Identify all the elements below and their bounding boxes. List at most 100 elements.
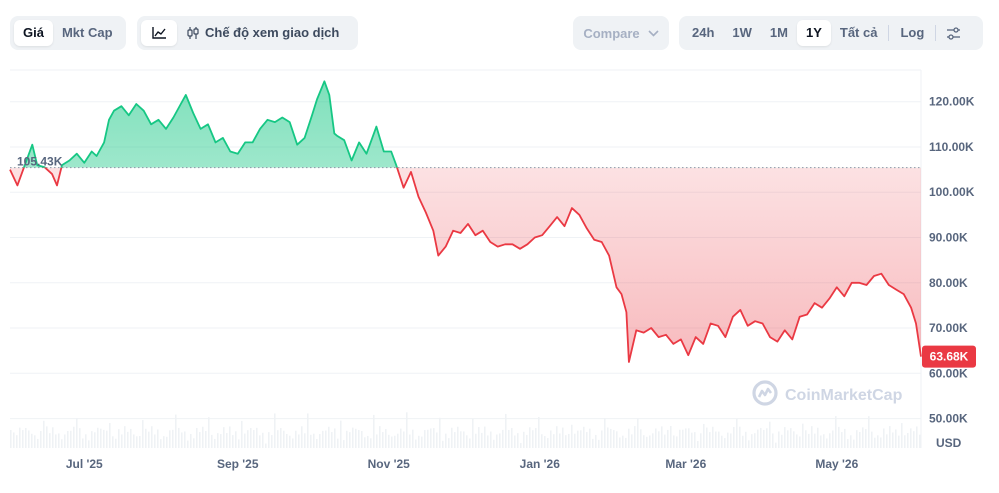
volume-bar — [232, 435, 234, 448]
volume-bar — [487, 435, 489, 448]
range-1m[interactable]: 1M — [769, 25, 788, 40]
volume-bar — [76, 418, 78, 448]
volume-bar — [916, 426, 918, 448]
volume-bar — [376, 434, 378, 448]
volume-bar — [457, 426, 459, 448]
volume-bar — [706, 427, 708, 448]
volume-bar — [154, 434, 156, 448]
volume-bar — [661, 426, 663, 448]
volume-bar — [565, 435, 567, 448]
volume-bar — [850, 435, 852, 448]
area-above-baseline — [10, 81, 921, 168]
volume-bar — [682, 429, 684, 448]
volume-bar — [463, 431, 465, 448]
y-axis: 50.00K 60.00K 70.00K 80.00K 90.00K 100.00K 110… — [929, 95, 975, 426]
volume-bar — [274, 413, 276, 448]
volume-bar — [394, 435, 396, 448]
volume-bar — [886, 434, 888, 448]
volume-bar — [55, 434, 57, 448]
volume-bar — [223, 427, 225, 448]
line-chart-icon — [152, 27, 166, 39]
volume-bar — [598, 439, 600, 448]
volume-bar — [490, 431, 492, 448]
volume-bar — [157, 429, 159, 448]
volume-bar — [121, 434, 123, 448]
volume-bar — [619, 437, 621, 448]
volume-bar — [586, 432, 588, 448]
range-all[interactable]: Tất cả — [839, 25, 878, 40]
volume-bar — [484, 426, 486, 448]
volume-bar — [808, 433, 810, 448]
volume-bar — [475, 433, 477, 448]
volume-bar — [265, 443, 267, 448]
area-below-baseline — [10, 167, 921, 362]
volume-bar — [70, 430, 72, 448]
volume-bar — [880, 437, 882, 448]
volume-bar — [493, 439, 495, 448]
volume-bar — [271, 435, 273, 448]
volume-bar — [49, 433, 51, 448]
volume-bar — [382, 432, 384, 448]
volume-bar — [445, 433, 447, 448]
volume-bar — [604, 418, 606, 448]
volume-bar — [340, 420, 342, 448]
volume-bar — [466, 435, 468, 448]
x-tick-label: Jan '26 — [520, 457, 561, 471]
volume-bar — [637, 418, 639, 448]
log-scale-button[interactable]: Log — [900, 25, 925, 40]
line-view-button[interactable] — [141, 20, 177, 46]
range-1y[interactable]: 1Y — [796, 20, 831, 46]
volume-bar — [865, 429, 867, 448]
volume-bar — [289, 435, 291, 448]
volume-bar — [649, 435, 651, 448]
chart-settings-button[interactable] — [938, 20, 969, 46]
volume-bar — [100, 428, 102, 448]
volume-bar — [874, 437, 876, 448]
volume-bar — [700, 433, 702, 448]
volume-bar — [835, 416, 837, 448]
y-tick-label: 50.00K — [929, 412, 968, 426]
volume-bar — [652, 433, 654, 448]
volume-bar — [109, 423, 111, 448]
volume-bar — [454, 432, 456, 448]
price-areas — [10, 81, 921, 362]
volume-bar — [529, 427, 531, 448]
price-lines — [9, 80, 922, 363]
volume-bar — [331, 432, 333, 448]
volume-bar — [538, 417, 540, 448]
volume-bar — [91, 431, 93, 448]
price-line-down — [9, 167, 922, 363]
volume-bar — [67, 431, 69, 448]
volume-bar — [166, 436, 168, 448]
volume-bar — [745, 431, 747, 448]
volume-bar — [436, 432, 438, 448]
compare-dropdown[interactable]: Compare — [573, 16, 669, 50]
range-1w[interactable]: 1W — [732, 25, 752, 40]
volume-bar — [898, 435, 900, 448]
volume-bar — [523, 431, 525, 448]
volume-bar — [31, 433, 33, 448]
x-tick-label: Nov '25 — [368, 457, 411, 471]
volume-bar — [196, 427, 198, 448]
tab-price[interactable]: Giá — [14, 20, 53, 46]
volume-bar — [112, 436, 114, 448]
tab-market-cap[interactable]: Mkt Cap — [61, 25, 113, 40]
volume-bar — [307, 413, 309, 448]
volume-bar — [397, 433, 399, 448]
trading-view-button[interactable]: Chế độ xem giao dịch — [177, 20, 348, 46]
volume-bar — [553, 434, 555, 448]
volume-bar — [52, 427, 54, 448]
volume-bar — [148, 431, 150, 448]
range-24h[interactable]: 24h — [692, 25, 715, 40]
volume-bar — [889, 426, 891, 448]
volume-bar — [592, 438, 594, 448]
volume-bar — [754, 433, 756, 448]
volume-bar — [679, 429, 681, 448]
volume-bar — [412, 429, 414, 448]
volume-bar — [829, 433, 831, 448]
x-tick-label: Sep '25 — [217, 457, 259, 471]
y-tick-label: 90.00K — [929, 230, 968, 244]
volume-bar — [826, 438, 828, 448]
volume-bar — [25, 427, 27, 448]
